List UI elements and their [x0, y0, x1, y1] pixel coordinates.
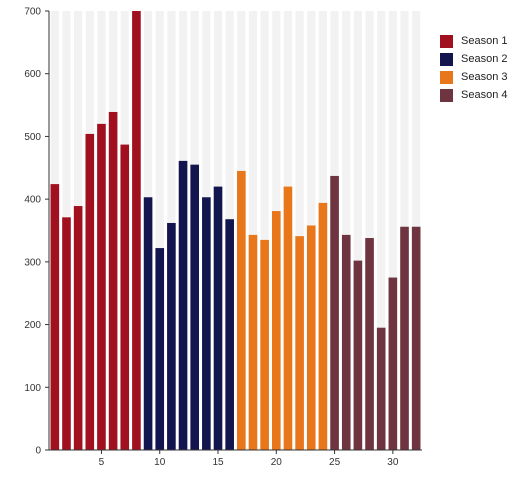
bar — [213, 186, 223, 450]
bar — [260, 239, 269, 450]
grid-band — [377, 11, 386, 450]
legend-label: Season 1 — [461, 35, 508, 47]
legend-label: Season 3 — [461, 71, 508, 83]
y-tick-label: 100 — [24, 383, 41, 394]
bar — [97, 123, 106, 450]
bar — [388, 277, 398, 450]
y-tick-label: 200 — [24, 320, 41, 331]
x-tick-label: 15 — [212, 457, 224, 468]
x-tick-label: 25 — [329, 457, 341, 468]
bar — [271, 211, 281, 450]
bar — [73, 206, 83, 450]
legend-label: Season 4 — [461, 89, 508, 101]
bar — [202, 197, 211, 450]
legend: Season 1 Season 2 Season 3 Season 4 — [440, 32, 507, 104]
legend-swatch — [440, 70, 453, 84]
x-tick-label: 5 — [99, 457, 105, 468]
bar — [365, 238, 374, 450]
bar — [283, 186, 293, 450]
grid-band — [155, 11, 164, 450]
legend-label: Season 2 — [461, 53, 508, 65]
legend-item-season-2: Season 2 — [440, 50, 507, 68]
y-axis-ticks: 0 100 200 300 400 500 600 700 — [24, 7, 49, 457]
grid-band — [365, 11, 374, 450]
bar — [376, 327, 386, 450]
grid-band — [260, 11, 269, 450]
bar — [330, 175, 339, 450]
x-axis-ticks: 5 10 15 20 25 30 — [99, 450, 399, 468]
y-tick-label: 700 — [24, 7, 41, 18]
grid-band — [248, 11, 258, 450]
bar — [341, 234, 351, 450]
bar — [167, 222, 176, 450]
grid-band — [295, 11, 304, 450]
legend-swatch — [440, 88, 453, 102]
bar — [400, 226, 409, 450]
bar — [318, 202, 328, 450]
bar — [108, 111, 118, 450]
y-tick-label: 400 — [24, 195, 41, 206]
bar — [85, 133, 95, 451]
y-tick-label: 600 — [24, 69, 41, 80]
bar — [120, 144, 130, 450]
bar — [353, 260, 363, 450]
bar — [132, 11, 141, 450]
bar — [143, 197, 153, 450]
grid-band — [388, 11, 397, 450]
y-tick-label: 300 — [24, 257, 41, 268]
bars-group — [50, 11, 421, 451]
bar — [306, 225, 316, 450]
bar — [50, 184, 60, 450]
legend-item-season-3: Season 3 — [440, 68, 507, 86]
bar — [295, 236, 304, 450]
bar — [237, 170, 246, 450]
x-tick-label: 20 — [271, 457, 283, 468]
x-tick-label: 10 — [154, 457, 166, 468]
bar — [190, 164, 200, 450]
legend-swatch — [440, 52, 453, 66]
y-tick-label: 500 — [24, 132, 41, 143]
legend-swatch — [440, 34, 453, 48]
x-tick-label: 30 — [387, 457, 399, 468]
bar — [155, 248, 165, 450]
grid-band — [353, 11, 362, 450]
axes — [48, 11, 422, 451]
bar — [411, 226, 421, 450]
bar — [248, 234, 258, 450]
legend-item-season-4: Season 4 — [440, 86, 507, 104]
bar — [225, 219, 234, 450]
grid-band — [342, 11, 351, 450]
y-tick-label: 0 — [35, 446, 41, 457]
legend-item-season-1: Season 1 — [440, 32, 507, 50]
bar — [62, 217, 71, 450]
bar — [178, 160, 188, 450]
